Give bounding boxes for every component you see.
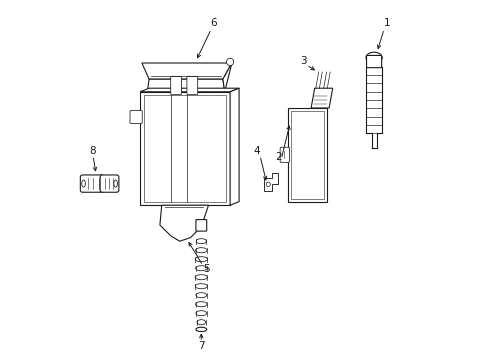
Text: 7: 7 (198, 341, 204, 351)
Ellipse shape (196, 293, 206, 298)
Polygon shape (287, 108, 326, 202)
FancyBboxPatch shape (188, 90, 199, 97)
Text: 6: 6 (210, 18, 217, 28)
Ellipse shape (195, 257, 207, 262)
FancyBboxPatch shape (130, 111, 142, 123)
FancyBboxPatch shape (206, 90, 217, 97)
FancyBboxPatch shape (366, 55, 381, 68)
Circle shape (226, 58, 233, 66)
Ellipse shape (195, 275, 207, 280)
Polygon shape (140, 88, 239, 92)
Text: 8: 8 (89, 146, 96, 156)
Ellipse shape (114, 180, 117, 187)
Polygon shape (264, 173, 277, 191)
Ellipse shape (196, 311, 206, 316)
Text: 3: 3 (300, 56, 306, 66)
Ellipse shape (196, 239, 206, 244)
FancyBboxPatch shape (80, 175, 104, 192)
Text: 1: 1 (383, 18, 389, 28)
Ellipse shape (196, 327, 206, 332)
Polygon shape (147, 79, 224, 92)
Polygon shape (223, 63, 231, 92)
FancyBboxPatch shape (100, 175, 119, 192)
Polygon shape (140, 92, 230, 205)
Polygon shape (310, 88, 332, 108)
Polygon shape (142, 63, 231, 79)
Ellipse shape (197, 320, 205, 325)
FancyBboxPatch shape (186, 76, 197, 95)
FancyBboxPatch shape (196, 220, 206, 231)
FancyBboxPatch shape (170, 76, 181, 95)
Ellipse shape (365, 52, 382, 63)
FancyBboxPatch shape (151, 90, 162, 97)
Ellipse shape (195, 266, 206, 271)
Ellipse shape (195, 248, 206, 253)
Ellipse shape (81, 180, 85, 187)
FancyBboxPatch shape (280, 147, 289, 162)
Text: 4: 4 (253, 146, 260, 156)
Polygon shape (160, 205, 208, 241)
Ellipse shape (195, 302, 206, 307)
FancyBboxPatch shape (163, 90, 174, 97)
Circle shape (265, 182, 270, 186)
Polygon shape (230, 88, 239, 205)
Text: 5: 5 (203, 264, 209, 274)
Text: 2: 2 (275, 152, 282, 162)
Ellipse shape (195, 284, 207, 289)
